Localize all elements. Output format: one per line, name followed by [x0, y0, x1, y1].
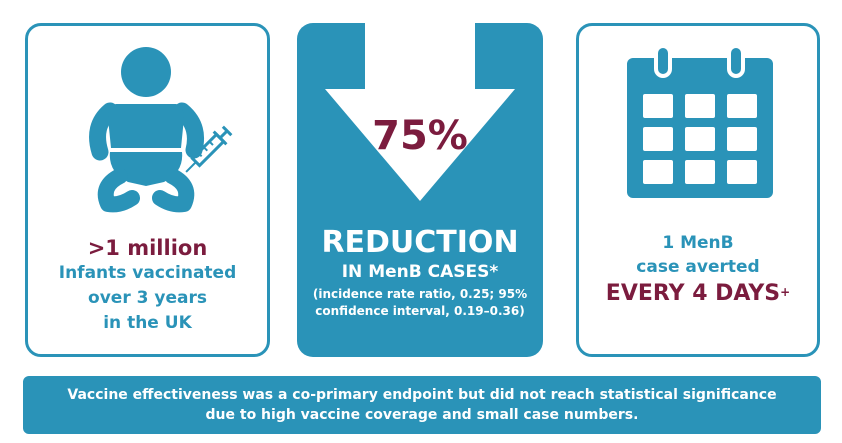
cases-frequency: EVERY 4 DAYS+ [579, 279, 817, 309]
infants-text: >1 million Infants vaccinated over 3 yea… [28, 236, 267, 336]
banner-line-1: Vaccine effectiveness was a co-primary e… [67, 387, 777, 403]
reduction-percent: 75% [372, 113, 468, 159]
cases-averted-card: 1 MenB case averted EVERY 4 DAYS+ [576, 23, 820, 357]
reduction-subline: IN MenB CASES* [341, 262, 499, 282]
reduction-headline: REDUCTION [321, 225, 519, 260]
cases-frequency-mark: + [780, 285, 791, 299]
infants-vaccinated-card: >1 million Infants vaccinated over 3 yea… [25, 23, 270, 357]
calendar-icon [627, 44, 773, 198]
baby-with-syringe-icon [89, 47, 233, 213]
infants-stat: >1 million [87, 236, 208, 260]
infants-line-3: in the UK [103, 313, 192, 333]
reduction-card: 75% REDUCTION IN MenB CASES* (incidence … [297, 23, 543, 357]
cases-frequency-text: EVERY 4 DAYS [605, 281, 781, 306]
effectiveness-banner: Vaccine effectiveness was a co-primary e… [23, 376, 821, 434]
down-arrow-icon [325, 23, 515, 201]
reduction-note-line-2: confidence interval, 0.19–0.36) [315, 304, 525, 318]
reduction-text: REDUCTION IN MenB CASES* (incidence rate… [297, 225, 543, 320]
reduction-note: (incidence rate ratio, 0.25; 95% confide… [297, 286, 543, 320]
reduction-note-line-1: (incidence rate ratio, 0.25; 95% [312, 287, 528, 301]
cases-line-2: case averted [636, 257, 760, 277]
infants-line-2: over 3 years [88, 288, 207, 308]
infants-line-1: Infants vaccinated [58, 263, 237, 283]
cases-averted-text: 1 MenB case averted EVERY 4 DAYS+ [579, 231, 817, 309]
cases-line-1: 1 MenB [662, 233, 734, 253]
banner-line-2: due to high vaccine coverage and small c… [205, 407, 639, 423]
